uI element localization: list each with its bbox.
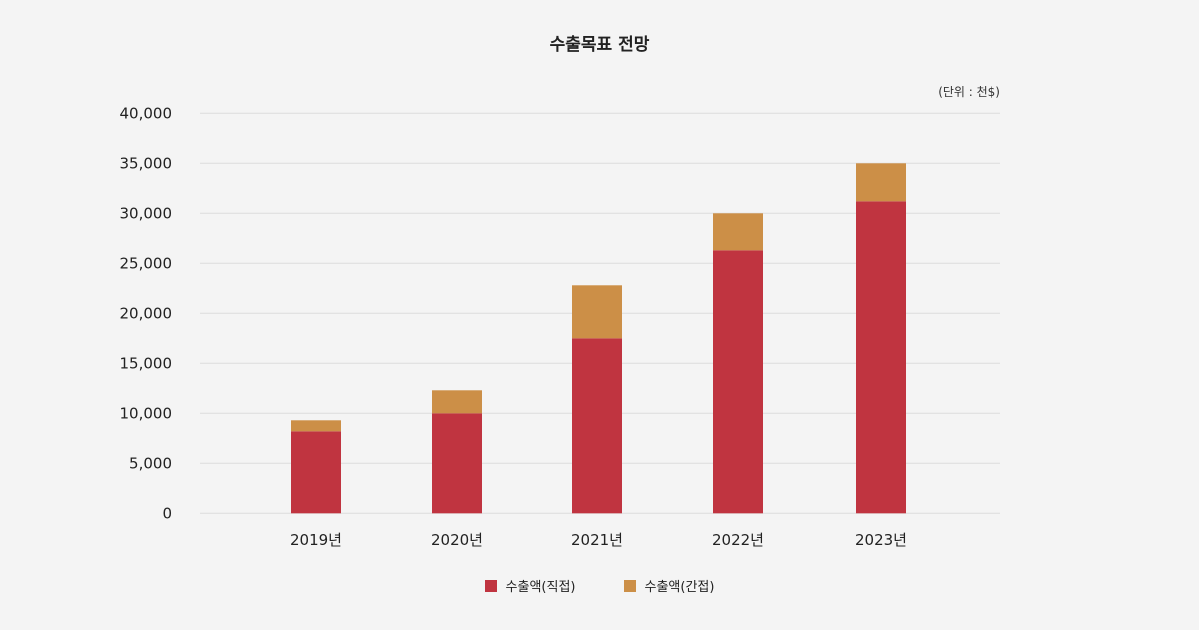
bar-indirect <box>432 390 482 414</box>
chart-title: 수출목표 전망 <box>549 35 650 55</box>
bar-direct <box>713 250 763 514</box>
bar-indirect <box>572 285 622 339</box>
x-tick-label: 2020년 <box>431 531 483 549</box>
x-tick-label: 2023년 <box>855 531 907 549</box>
y-tick-label: 25,000 <box>120 254 173 272</box>
unit-label: (단위 : 천$) <box>938 85 1000 99</box>
y-tick-label: 20,000 <box>120 304 173 322</box>
y-tick-label: 30,000 <box>120 204 173 222</box>
legend-label: 수출액(간접) <box>644 580 715 595</box>
legend-swatch <box>484 579 497 592</box>
bar-indirect <box>291 420 341 432</box>
legend: 수출액(직접) 수출액(간접) <box>0 576 1199 595</box>
bar-direct <box>432 413 482 514</box>
legend-item-indirect[interactable]: 수출액(간접) <box>623 576 715 595</box>
y-tick-label: 10,000 <box>120 404 173 422</box>
y-tick-label: 15,000 <box>120 354 173 372</box>
bar-direct <box>572 338 622 514</box>
y-tick-label: 0 <box>162 504 172 522</box>
y-tick-label: 5,000 <box>129 454 172 472</box>
x-tick-label: 2022년 <box>712 531 764 549</box>
bar-direct <box>856 201 906 514</box>
legend-label: 수출액(직접) <box>505 580 576 595</box>
y-tick-label: 40,000 <box>120 104 173 122</box>
bar-direct <box>291 431 341 514</box>
bar-indirect <box>713 213 763 251</box>
bar-indirect <box>856 163 906 202</box>
x-tick-label: 2019년 <box>290 531 342 549</box>
legend-swatch <box>623 579 636 592</box>
x-tick-label: 2021년 <box>571 531 623 549</box>
legend-item-direct[interactable]: 수출액(직접) <box>484 576 576 595</box>
y-tick-label: 35,000 <box>120 154 173 172</box>
